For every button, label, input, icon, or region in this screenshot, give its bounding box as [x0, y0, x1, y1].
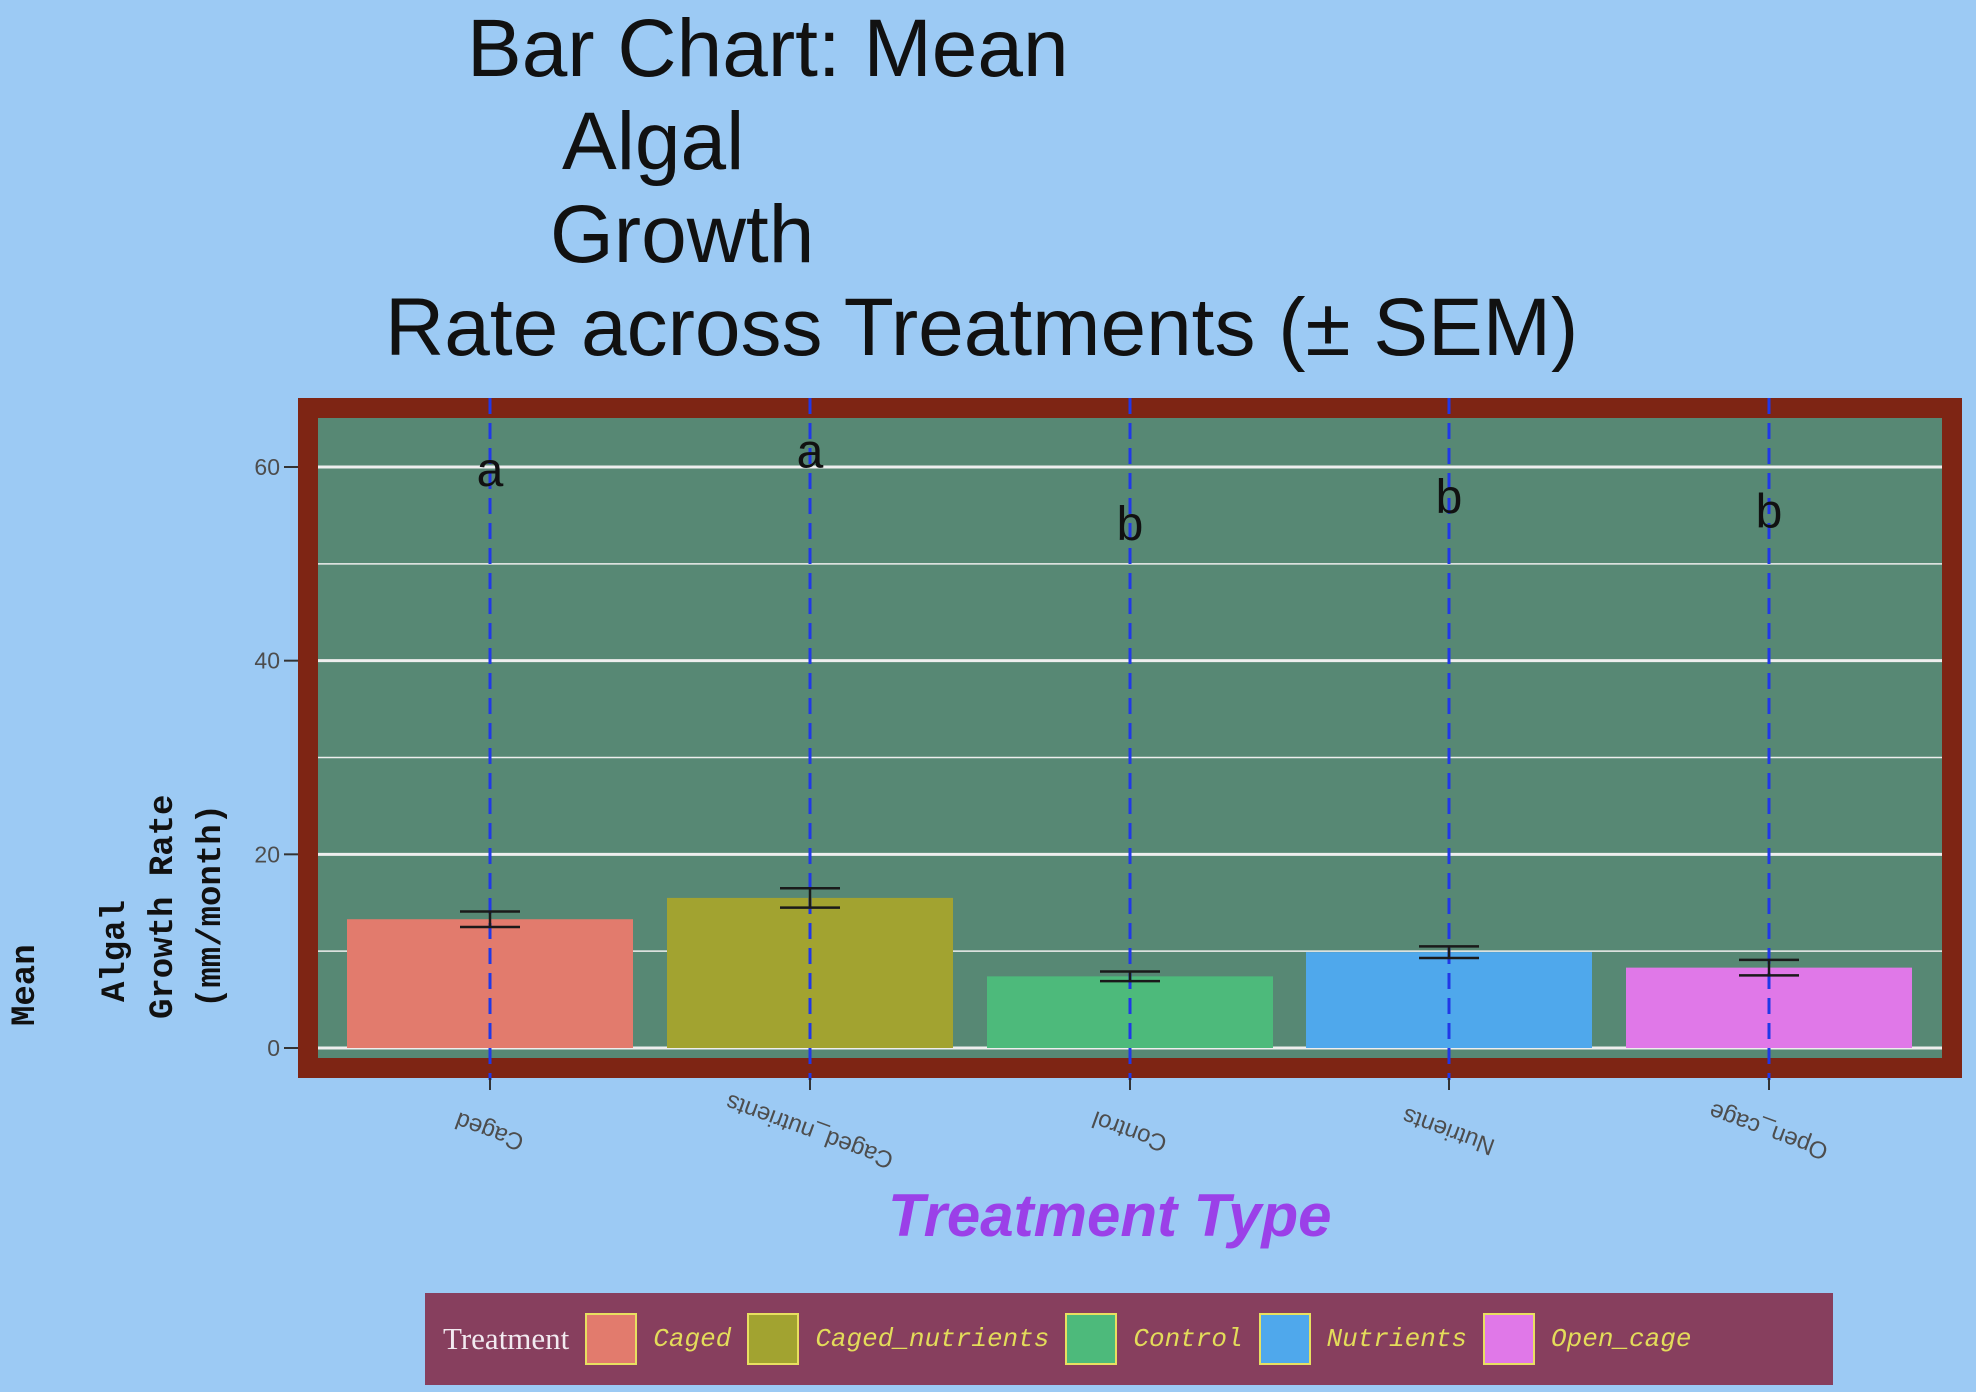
legend: Treatment Caged Caged_nutrients Control Nut… [425, 1293, 1833, 1385]
legend-item: Control [1065, 1313, 1243, 1365]
legend-label: Nutrients [1326, 1324, 1468, 1354]
legend-item: Nutrients [1258, 1313, 1468, 1365]
significance-letter: b [1756, 486, 1783, 539]
legend-item: Open_cage [1483, 1313, 1691, 1365]
legend-item: Caged [585, 1313, 731, 1365]
y-tick-label: 20 [254, 841, 280, 867]
chart-title-line: Rate across Treatments (± SEM) [385, 282, 1579, 373]
significance-letter: a [477, 444, 504, 497]
legend-swatch [1483, 1313, 1536, 1365]
legend-label: Control [1133, 1324, 1243, 1354]
bar [667, 897, 953, 1048]
x-tick-label: Nutrients [1399, 1102, 1498, 1160]
legend-title: Treatment [443, 1321, 570, 1356]
y-tick-label: 60 [254, 454, 280, 480]
x-tick-label: Open_cage [1706, 1097, 1832, 1165]
y-tick-label: 0 [267, 1035, 280, 1061]
significance-letter: a [797, 426, 824, 479]
x-tick-label: Caged [452, 1106, 528, 1156]
legend-item: Caged_nutrients [747, 1313, 1049, 1365]
plot-area: 0 20 40 60 a a b b b Caged Caged_nutrients Control N… [254, 398, 1962, 1174]
chart-title: Bar Chart: Mean Algal Growth Rate across… [0, 0, 1976, 390]
legend-swatch [1258, 1313, 1311, 1365]
x-axis-title: Treatment Type [888, 1182, 1332, 1249]
x-tick-label: Caged_nutrients [722, 1088, 897, 1174]
chart-title-line: Bar Chart: Mean [467, 3, 1069, 94]
legend-swatch [1065, 1313, 1118, 1365]
legend-label: Caged [653, 1324, 732, 1354]
legend-swatch [747, 1313, 800, 1365]
x-tick-label: Control [1089, 1105, 1171, 1157]
y-tick-label: 40 [254, 648, 280, 674]
legend-swatch [585, 1313, 638, 1365]
chart-title-line: Growth [550, 189, 815, 280]
significance-letter: b [1117, 498, 1144, 551]
legend-label: Open_cage [1551, 1324, 1692, 1354]
chart-title-line: Algal [562, 96, 745, 187]
legend-label: Caged_nutrients [815, 1324, 1050, 1354]
significance-letter: b [1436, 471, 1463, 524]
